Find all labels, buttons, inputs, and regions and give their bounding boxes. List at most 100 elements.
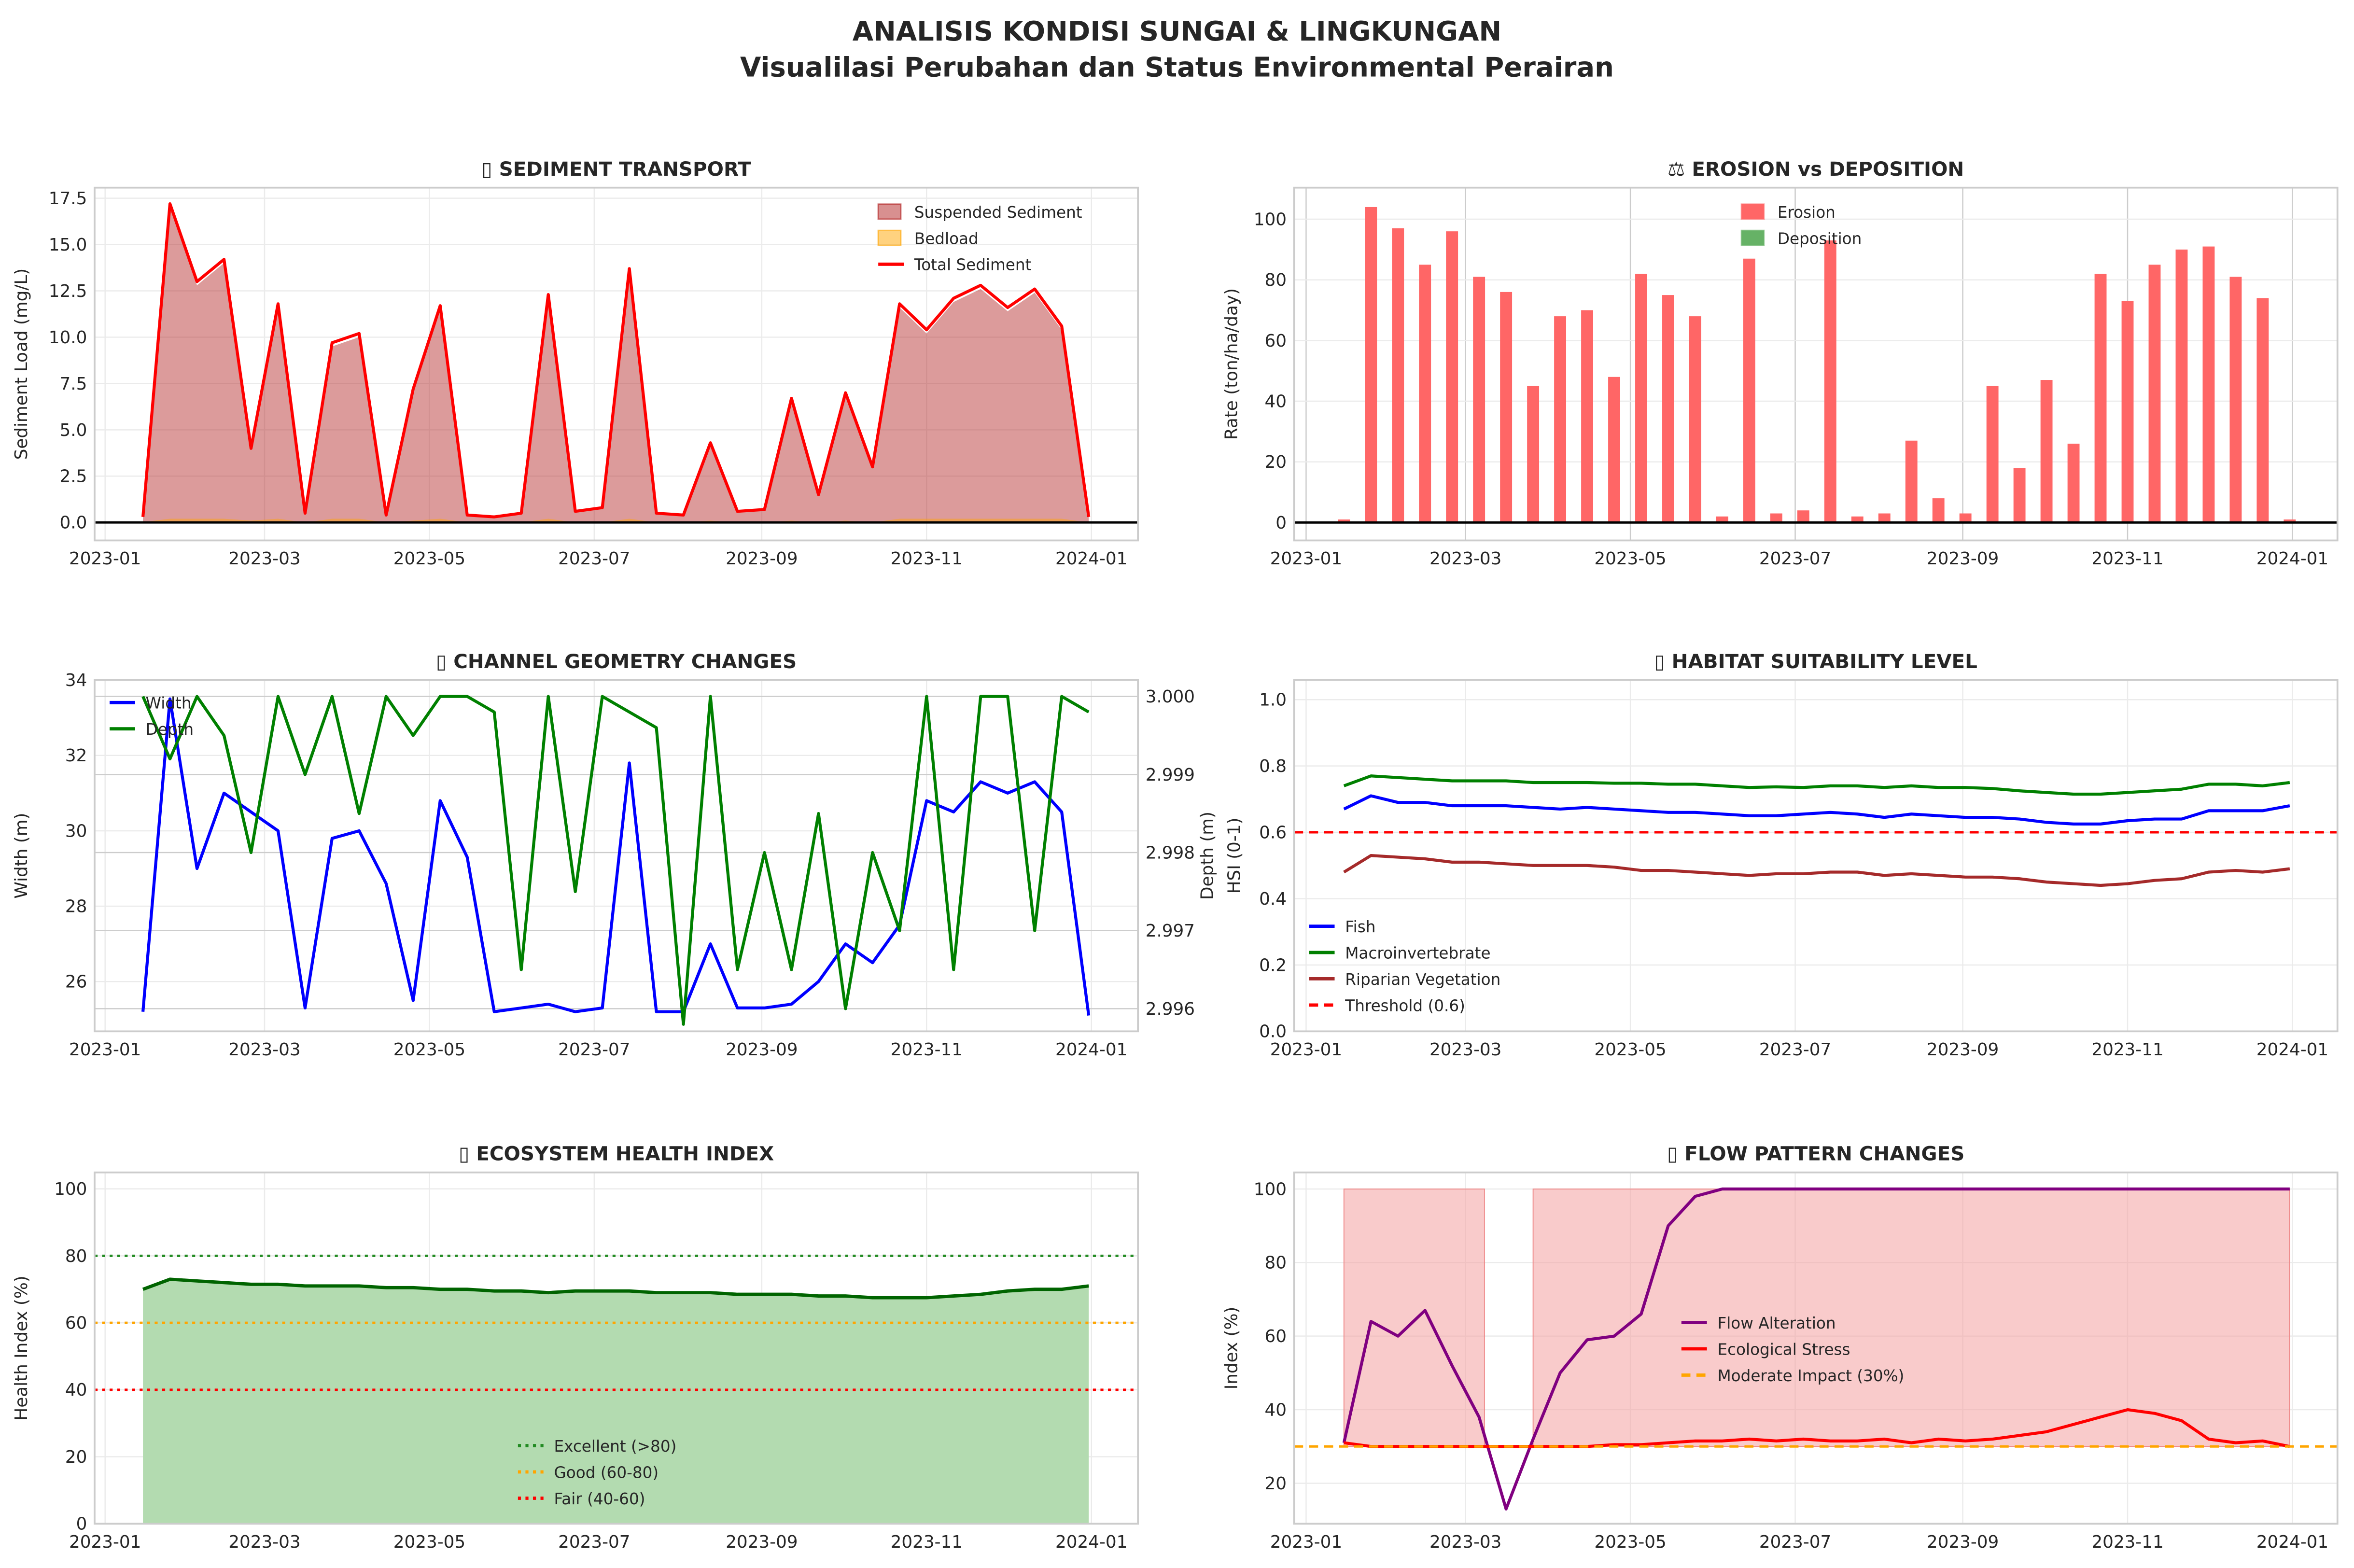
y-tick-label: 30 [65, 821, 87, 841]
x-tick-label: 2023-01 [69, 549, 141, 569]
series-line-depth [141, 695, 1090, 1026]
plot-frame [1293, 186, 2339, 542]
panel-title-text: ▯ SEDIMENT TRANSPORT [481, 157, 751, 181]
legend-item: Macroinvertebrate [1309, 944, 1491, 962]
y-tick-label: 60 [1265, 331, 1287, 351]
series-line-health [142, 1277, 1089, 1300]
legend-item: Erosion [1740, 203, 1836, 222]
legend-item: Suspended Sediment [877, 203, 1082, 222]
legend: Excellent (>80) Good (60-80) Fair (40-60) [518, 1437, 676, 1508]
legend-label: Macroinvertebrate [1345, 944, 1490, 962]
y-tick-label: 5.0 [60, 420, 87, 440]
y-tick-label: 12.5 [49, 281, 87, 301]
legend: Suspended Sediment Bedload Total Sediment [877, 203, 1082, 274]
bar-erosion [1662, 295, 1674, 523]
y-tick-label: 80 [65, 1246, 87, 1266]
legend-label: Total Sediment [914, 256, 1032, 274]
missing-glyph: ▯ [481, 157, 499, 181]
bar-erosion [1986, 386, 1999, 523]
y-tick-label: 80 [1265, 1253, 1287, 1273]
panel-title-text: ▯ HABITAT SUITABILITY LEVEL [1654, 650, 1977, 673]
legend: Erosion Deposition [1740, 203, 1862, 248]
y-tick-label: 0.8 [1259, 756, 1287, 776]
legend-label: Bedload [914, 229, 979, 248]
legend-item: Riparian Vegetation [1309, 970, 1500, 989]
legend-label: Moderate Impact (30%) [1717, 1367, 1904, 1385]
legend-swatch [877, 229, 902, 246]
panel-title-label: SEDIMENT TRANSPORT [499, 157, 752, 181]
bar-erosion [1689, 316, 1701, 523]
bar-erosion [1824, 240, 1836, 523]
x-tick-label: 2023-11 [2091, 1040, 2163, 1060]
y-tick-label: 0.2 [1259, 955, 1287, 975]
plot-area [1294, 680, 2338, 1032]
x-tick-label: 2023-05 [1594, 1532, 1666, 1552]
y-tick-label: 7.5 [60, 374, 87, 394]
bar-erosion [1743, 258, 1755, 523]
legend-item: Moderate Impact (30%) [1681, 1367, 1904, 1385]
bar-erosion [1338, 519, 1350, 523]
x-tick-label: 2023-05 [393, 549, 465, 569]
charts-grid: 2023-01 2023-03 2023-05 2023-07 2023-09 2023-… [12, 157, 2339, 1552]
bar-erosion [2284, 519, 2296, 523]
x-tick-label: 2023-07 [558, 549, 630, 569]
bar-erosion [2040, 380, 2053, 523]
y-axis-label: HSI (0-1) [1225, 818, 1245, 894]
y-right-tick-label: 2.998 [1146, 843, 1195, 863]
x-tick-label: 2023-05 [393, 1532, 465, 1552]
x-tick-label: 2023-09 [726, 1532, 798, 1552]
y-tick-label: 15.0 [49, 235, 87, 255]
panel-title: ▯ CHANNEL GEOMETRY CHANGES [436, 650, 797, 673]
legend-label: Excellent (>80) [554, 1437, 677, 1456]
missing-glyph: ▯ [436, 650, 453, 673]
y-tick-label: 20 [1265, 1474, 1287, 1494]
series-area-suspended-sediment [143, 207, 1089, 523]
x-tick-label: 2023-03 [228, 1532, 300, 1552]
legend-label: Fair (40-60) [554, 1490, 645, 1508]
x-tick-label: 2023-03 [1429, 1040, 1501, 1060]
x-tick-label: 2023-01 [1270, 549, 1342, 569]
chart-panel-4: 2023-01 2023-03 2023-05 2023-07 2023-09 2023-… [1225, 650, 2339, 1060]
y-tick-label: 10.0 [49, 328, 87, 348]
plot-area [94, 187, 1138, 541]
legend-item: Deposition [1740, 229, 1862, 248]
series-line-total-sediment [141, 202, 1091, 518]
x-tick-label: 2023-09 [1927, 549, 1999, 569]
x-tick-label: 2023-03 [1429, 1532, 1501, 1552]
x-tick-label: 2023-07 [558, 1040, 630, 1060]
bar-erosion [2121, 301, 2134, 523]
chart-panel-6: 2023-01 2023-03 2023-05 2023-07 2023-09 2023-… [1221, 1142, 2339, 1552]
plot-frame [94, 679, 1139, 1033]
y-right-tick-label: 3.000 [1146, 687, 1195, 707]
legend: Flow Alteration Ecological Stress Moderate… [1681, 1314, 1904, 1385]
chart-panel-5: 2023-01 2023-03 2023-05 2023-07 2023-09 2023-… [12, 1142, 1139, 1552]
x-tick-label: 2023-07 [1759, 549, 1831, 569]
legend-item: Bedload [877, 229, 979, 248]
y-tick-label: 100 [1254, 210, 1287, 229]
y-axis-label: Rate (ton/ha/day) [1221, 288, 1241, 440]
y-tick-label: 60 [65, 1314, 87, 1333]
main-title: ANALISIS KONDISI SUNGAI & LINGKUNGAN [853, 16, 1502, 47]
bar-erosion [1932, 498, 1945, 523]
y-axis-label: Health Index (%) [12, 1275, 31, 1420]
legend-label: Width [146, 694, 192, 713]
y-tick-label: 2.5 [60, 467, 87, 487]
bar-erosion [2094, 274, 2107, 523]
x-tick-label: 2023-09 [726, 549, 798, 569]
x-tick-label: 2023-11 [2091, 549, 2163, 569]
x-tick-label: 2024-01 [1055, 549, 1127, 569]
legend-label: Threshold (0.6) [1345, 996, 1465, 1015]
y-tick-label: 0.6 [1259, 823, 1287, 842]
y-tick-label: 28 [65, 897, 87, 917]
y-tick-label: 0.0 [1259, 1022, 1287, 1042]
legend-item: Fish [1309, 918, 1375, 936]
plot-frame [1293, 679, 2339, 1033]
y-tick-label: 17.5 [49, 189, 87, 209]
legend: Width Depth [110, 694, 194, 739]
plot-frame [1293, 1171, 2339, 1525]
bar-erosion [1419, 265, 1431, 523]
legend-item: Good (60-80) [518, 1463, 659, 1482]
x-tick-label: 2023-03 [228, 1040, 300, 1060]
legend-item: Depth [110, 720, 194, 739]
